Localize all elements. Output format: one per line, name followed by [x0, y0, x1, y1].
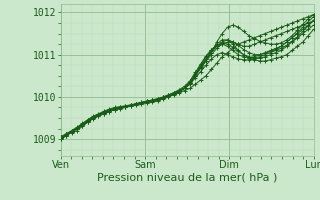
X-axis label: Pression niveau de la mer( hPa ): Pression niveau de la mer( hPa ) — [97, 173, 277, 183]
